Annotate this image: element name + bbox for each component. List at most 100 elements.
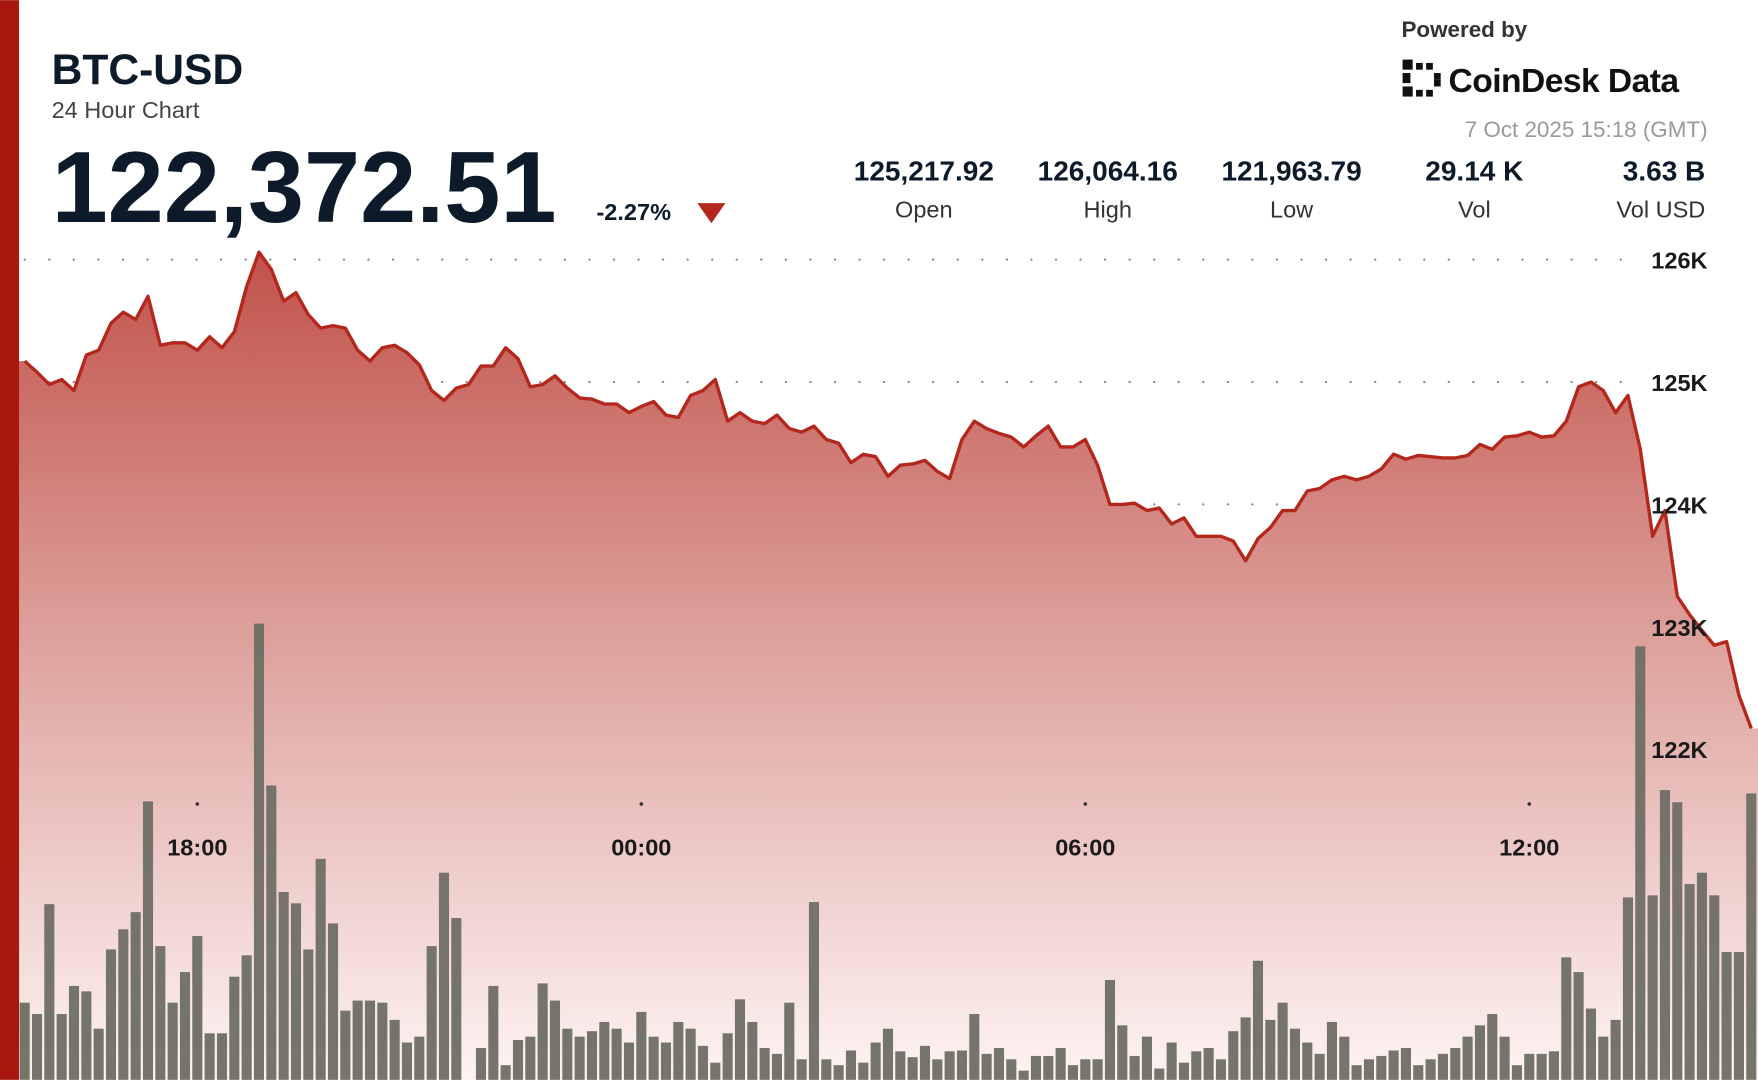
volume-bar [1672,802,1683,1080]
volume-bar [1746,793,1757,1080]
volume-bar [1647,895,1658,1080]
volume-bar [1610,1019,1621,1080]
stat-label: Vol USD [1616,197,1705,223]
volume-bar [1388,1050,1399,1080]
powered-by: Powered by [1401,17,1527,42]
volume-bar [179,972,191,1080]
volume-bar [414,1036,425,1080]
volume-bar [426,946,437,1080]
volume-bar [167,1002,178,1080]
volume-bar [919,1045,931,1080]
volume-bar [623,1042,635,1080]
volume-bar [1302,1042,1313,1080]
stat-value: 29.14 K [1425,156,1523,187]
volume-bar [599,1021,610,1080]
volume-bar [870,1042,881,1080]
volume-bar [673,1021,684,1080]
y-tick-label: 124K [1651,492,1707,518]
stat-label: Open [895,197,953,223]
brand: CoinDesk Data [1449,63,1680,100]
volume-bar [574,1036,585,1080]
volume-bar [204,1033,215,1080]
volume-bar [1437,1053,1448,1080]
volume-bar [68,985,80,1080]
x-tick-label: 12:00 [1499,835,1559,861]
volume-bar [796,1059,807,1080]
x-tick-dot [1083,802,1088,806]
price: 122,372.51 [52,132,557,244]
volume-bar [130,912,141,1080]
volume-bar [327,923,339,1080]
volume-bar [697,1045,709,1080]
volume-bar [1733,951,1744,1080]
volume-bar [1363,1059,1374,1080]
y-tick-label: 126K [1651,248,1707,274]
volume-bar [1573,972,1584,1080]
volume-bar [1709,895,1720,1080]
x-tick-label: 00:00 [611,835,671,861]
y-tick-label: 123K [1651,615,1707,641]
volume-bar [981,1053,992,1080]
volume-bar [1450,1047,1461,1080]
volume-bar [93,1028,104,1080]
volume-bar [266,785,277,1080]
volume-bar [1067,1065,1079,1080]
price-line [23,250,1753,730]
volume-bar [1228,1031,1239,1080]
volume-bar [685,1028,696,1080]
volume-bar [105,949,117,1080]
x-tick-dot [195,802,200,806]
subtitle: 24 Hour Chart [52,97,200,123]
volume-bar [142,801,154,1080]
x-tick-dot [1527,802,1532,806]
volume-bar [1265,1019,1276,1080]
change: -2.27% [596,199,671,225]
volume-bar [1154,1068,1165,1080]
volume-bar [660,1042,672,1080]
volume-bar [216,1033,228,1080]
volume-bar [611,1028,622,1080]
volume-bar [586,1031,598,1080]
plot-area: 18:00 00:00 06:00 12:00 126K 125K 124K 123K 122K [17,248,1758,1080]
y-tick-label: 125K [1651,370,1707,396]
volume-bar [1055,1047,1066,1080]
volume-bar [1413,1065,1424,1080]
volume-bar [1030,1055,1042,1080]
volume-bar [1376,1055,1387,1080]
volume-bar [1018,1070,1029,1080]
volume-bar [377,1002,388,1080]
volume-bar [340,1010,351,1080]
x-tick-dot [639,802,644,806]
volume-bar [944,1051,955,1080]
brand-logo [1402,59,1441,97]
volume-bar [648,1036,659,1080]
volume-bar [808,902,820,1080]
volume-bar [969,1014,980,1080]
volume-bar [1487,1014,1498,1080]
volume-bar [364,1000,376,1080]
volume-bar [1474,1025,1485,1080]
volume-bar [1400,1047,1411,1080]
volume-bar [290,903,302,1080]
down-arrow [697,203,726,224]
volume-bar [907,1057,918,1080]
volume-bar [895,1051,906,1080]
volume-bar [1277,1002,1288,1080]
volume-bar [1166,1042,1177,1080]
volume-bar [956,1050,968,1080]
volume-bar [1548,1051,1559,1080]
volume-bar [734,999,746,1080]
volume-bar [1141,1036,1153,1080]
volume-bar [759,1047,770,1080]
volume-bar [845,1050,857,1080]
volume-bar [1203,1047,1214,1080]
y-tick-label: 122K [1651,737,1707,763]
volume-bar [500,1065,511,1080]
volume-bar [747,1021,758,1080]
stat-value: 3.63 B [1623,156,1706,187]
volume-bar [56,1014,67,1080]
volume-bar [19,1002,30,1080]
volume-bar [512,1040,524,1080]
